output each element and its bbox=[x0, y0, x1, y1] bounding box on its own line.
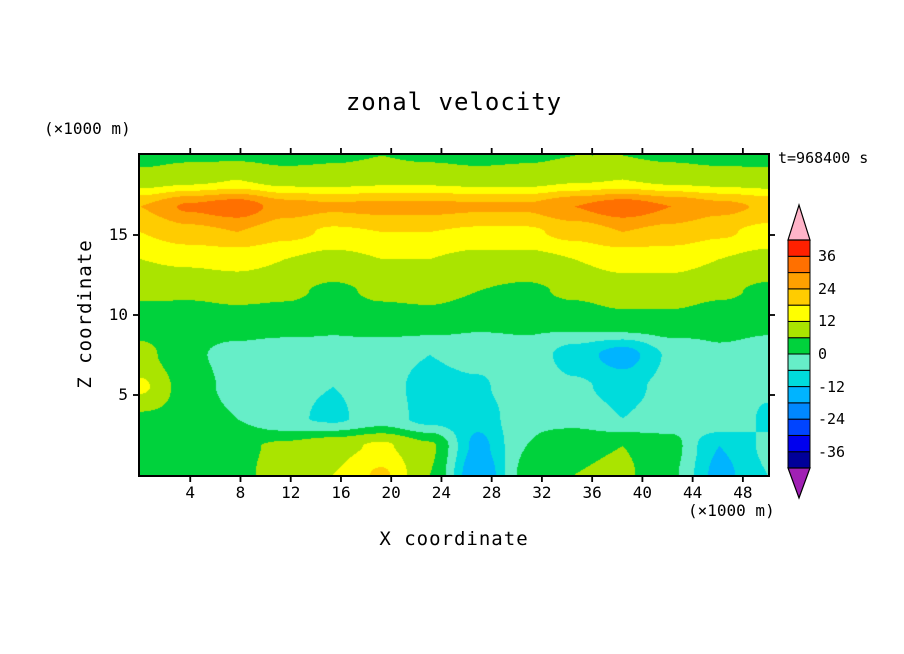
colorbar-segment bbox=[787, 272, 811, 290]
colorbar-label: 24 bbox=[818, 279, 837, 298]
x-tick-label: 12 bbox=[281, 483, 301, 502]
z-tick-label: 10 bbox=[108, 305, 128, 324]
colorbar-arrow-top bbox=[787, 203, 811, 241]
x-tick-label: 24 bbox=[431, 483, 452, 502]
colorbar-segment bbox=[787, 369, 811, 388]
colorbar bbox=[787, 203, 811, 500]
x-axis-unit-label: (×1000 m) bbox=[688, 501, 775, 520]
colorbar-segment bbox=[787, 304, 811, 322]
colorbar-segment bbox=[787, 239, 811, 257]
x-tick-label: 20 bbox=[381, 483, 401, 502]
z-tick-label: 5 bbox=[118, 385, 128, 404]
colorbar-segment bbox=[787, 386, 811, 404]
x-tick-label: 44 bbox=[682, 483, 703, 502]
x-tick-label: 32 bbox=[532, 483, 552, 502]
x-tick-label: 16 bbox=[331, 483, 351, 502]
contour-field-canvas bbox=[140, 155, 768, 475]
colorbar-segment bbox=[787, 337, 811, 355]
chart-title: zonal velocity bbox=[345, 88, 563, 116]
z-axis-label: Z coordinate bbox=[74, 239, 96, 389]
colorbar-label: -12 bbox=[818, 377, 846, 396]
x-tick-label: 40 bbox=[632, 483, 653, 502]
x-tick-label: 8 bbox=[235, 483, 246, 502]
colorbar-segment bbox=[787, 402, 811, 420]
timestamp-label: t=968400 s bbox=[778, 149, 869, 167]
colorbar-label: 12 bbox=[818, 312, 837, 331]
colorbar-label: -36 bbox=[818, 442, 846, 461]
colorbar-segment bbox=[787, 434, 811, 453]
colorbar-segment bbox=[787, 353, 811, 371]
colorbar-segment bbox=[787, 288, 811, 306]
colorbar-segment bbox=[787, 320, 811, 339]
x-tick-label: 28 bbox=[482, 483, 502, 502]
x-axis-label: X coordinate bbox=[379, 528, 529, 550]
z-axis-unit-label: (×1000 m) bbox=[44, 119, 131, 138]
z-tick-label: 15 bbox=[108, 225, 128, 244]
colorbar-arrow-bottom bbox=[787, 467, 811, 500]
colorbar-segment bbox=[787, 418, 811, 436]
x-tick-label: 48 bbox=[733, 483, 753, 502]
colorbar-segment bbox=[787, 255, 811, 274]
colorbar-label: -24 bbox=[818, 410, 846, 429]
x-tick-label: 36 bbox=[582, 483, 602, 502]
colorbar-label: 0 bbox=[818, 345, 828, 363]
colorbar-segment bbox=[787, 451, 811, 469]
x-tick-label: 4 bbox=[185, 483, 196, 502]
colorbar-label: 36 bbox=[818, 247, 837, 266]
